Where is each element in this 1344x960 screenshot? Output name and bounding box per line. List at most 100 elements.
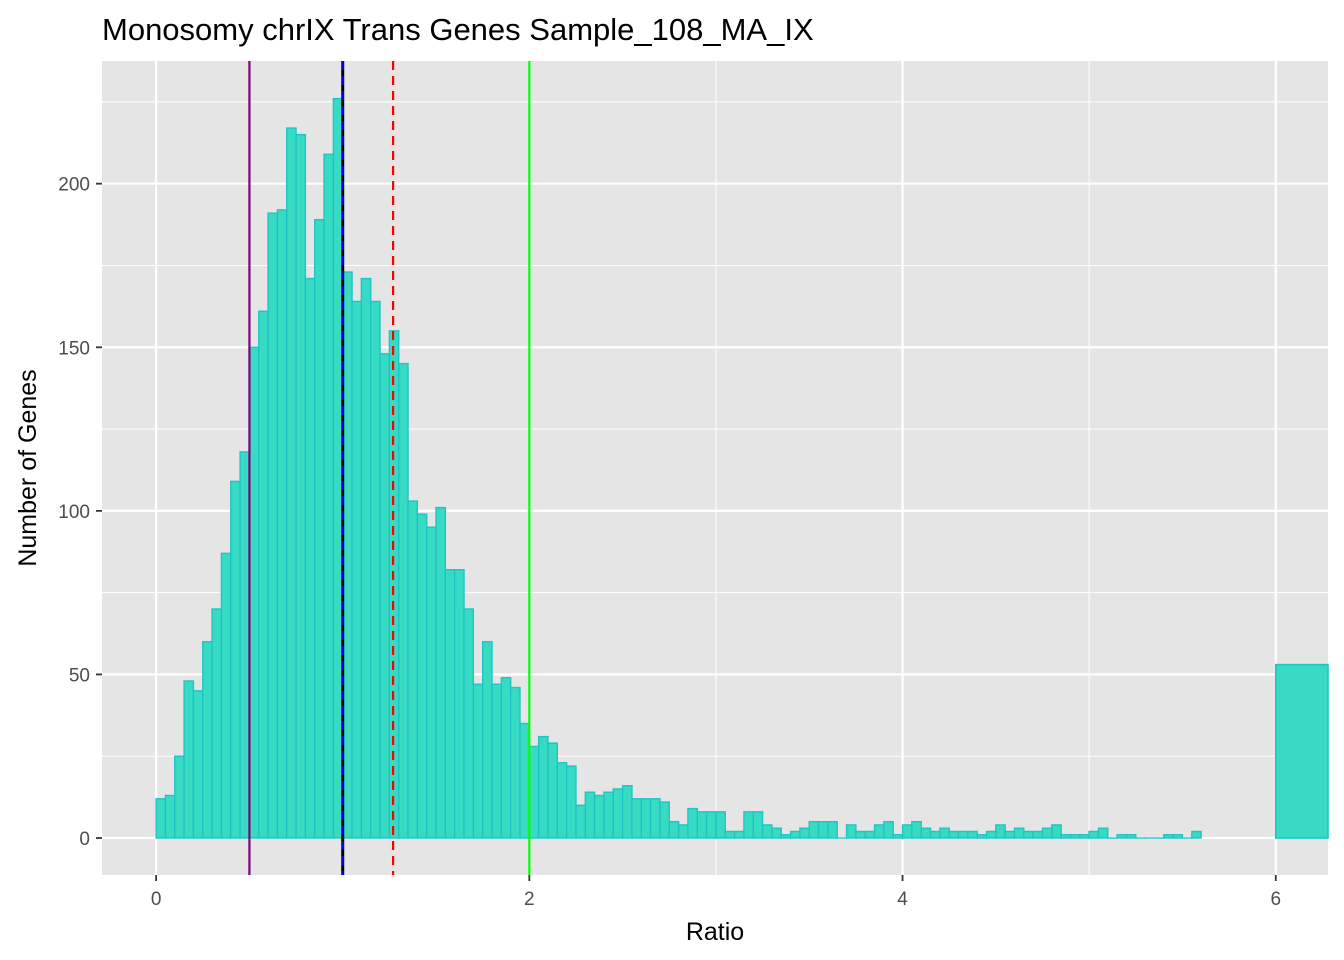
chart-title: Monosomy chrIX Trans Genes Sample_108_MA… bbox=[102, 12, 814, 47]
histogram-bar bbox=[817, 820, 829, 839]
histogram-bar bbox=[1013, 827, 1025, 839]
histogram-bar bbox=[724, 830, 736, 839]
histogram-bar bbox=[687, 807, 698, 839]
histogram-bar bbox=[360, 277, 372, 839]
histogram-bar bbox=[1116, 834, 1128, 839]
histogram-bar bbox=[239, 451, 251, 839]
histogram-bars bbox=[155, 97, 1329, 839]
histogram-bar bbox=[192, 690, 204, 839]
histogram-bar bbox=[1023, 830, 1034, 839]
histogram-bar bbox=[1060, 834, 1072, 839]
histogram-bar bbox=[995, 824, 1006, 839]
histogram-bar bbox=[500, 677, 512, 839]
histogram-bar bbox=[295, 133, 307, 839]
y-axis-ticks: 0 50 100 150 200 bbox=[58, 175, 102, 850]
histogram-bar bbox=[640, 798, 652, 839]
histogram-bar bbox=[267, 212, 279, 839]
histogram-bar bbox=[416, 513, 428, 839]
histogram-bar bbox=[183, 680, 195, 839]
histogram-bar bbox=[1097, 827, 1109, 839]
histogram-bar bbox=[1088, 830, 1100, 839]
histogram-bar bbox=[677, 824, 689, 839]
histogram-bar bbox=[164, 794, 176, 839]
histogram-bar bbox=[743, 811, 754, 839]
histogram-bar bbox=[1172, 834, 1184, 839]
histogram-bar bbox=[220, 552, 232, 839]
x-axis-title: Ratio bbox=[686, 918, 744, 946]
y-tick-label: 100 bbox=[58, 502, 90, 523]
x-tick-label: 4 bbox=[897, 889, 908, 910]
histogram-bar bbox=[584, 791, 596, 839]
histogram-bar bbox=[304, 277, 316, 839]
histogram-bar bbox=[286, 127, 297, 839]
y-tick-label: 50 bbox=[69, 665, 90, 686]
histogram-bar bbox=[920, 827, 932, 839]
histogram-bar bbox=[202, 641, 213, 839]
histogram-bar bbox=[593, 794, 605, 839]
y-axis-title: Number of Genes bbox=[14, 369, 42, 566]
overflow-bar bbox=[1274, 663, 1329, 839]
histogram-bar bbox=[519, 722, 531, 839]
histogram-bar bbox=[323, 153, 335, 839]
x-tick-label: 2 bbox=[524, 889, 535, 910]
histogram-bar bbox=[873, 824, 885, 839]
y-tick-label: 150 bbox=[58, 338, 90, 359]
histogram-bar bbox=[547, 742, 559, 839]
histogram-bar bbox=[715, 811, 726, 839]
histogram-bar bbox=[1191, 830, 1202, 839]
histogram-bar bbox=[174, 755, 185, 839]
histogram-bar bbox=[379, 353, 391, 839]
histogram-bar bbox=[948, 830, 960, 839]
histogram-bar bbox=[752, 811, 764, 839]
histogram-bar bbox=[398, 362, 409, 839]
reference-lines bbox=[248, 61, 531, 875]
histogram-bar bbox=[509, 686, 521, 839]
histogram-bar bbox=[808, 820, 820, 839]
histogram-bar bbox=[845, 824, 857, 839]
histogram-bar bbox=[649, 798, 661, 839]
x-axis-ticks: 0 2 4 6 bbox=[151, 875, 1281, 910]
histogram-bar bbox=[1051, 824, 1062, 839]
histogram-bar bbox=[351, 300, 363, 839]
histogram-bar bbox=[248, 346, 260, 839]
histogram-bar bbox=[491, 683, 503, 839]
histogram-bar bbox=[985, 830, 997, 839]
y-tick-label: 200 bbox=[58, 175, 90, 196]
histogram-bar bbox=[911, 820, 922, 839]
histogram-bar bbox=[1125, 834, 1137, 839]
histogram-bar bbox=[444, 569, 456, 839]
histogram-bar bbox=[314, 218, 325, 839]
histogram-bar bbox=[855, 830, 866, 839]
x-tick-label: 6 bbox=[1270, 889, 1281, 910]
histogram-bar bbox=[435, 506, 447, 839]
histogram-bar bbox=[659, 801, 670, 839]
histogram-bar bbox=[1032, 830, 1044, 839]
histogram-bar bbox=[612, 788, 624, 839]
histogram-bar bbox=[575, 804, 587, 839]
histogram-bar bbox=[621, 784, 633, 839]
histogram-bar bbox=[276, 209, 288, 839]
histogram-bar bbox=[939, 827, 950, 839]
histogram-bar bbox=[1069, 834, 1081, 839]
histogram-bar bbox=[705, 811, 717, 839]
histogram-bar bbox=[668, 820, 680, 839]
histogram-bar bbox=[827, 820, 838, 839]
histogram-bar bbox=[230, 480, 241, 839]
histogram-bar bbox=[967, 830, 978, 839]
histogram-bar bbox=[453, 569, 465, 839]
histogram-bar bbox=[761, 824, 773, 839]
histogram-bar bbox=[799, 827, 810, 839]
histogram-bar bbox=[733, 830, 745, 839]
histogram-bar bbox=[696, 811, 708, 839]
histogram-bar bbox=[370, 300, 381, 839]
histogram-bar bbox=[537, 735, 549, 839]
histogram-bar bbox=[481, 641, 493, 839]
histogram-bar bbox=[892, 834, 904, 839]
histogram-bar bbox=[463, 608, 475, 839]
histogram-bar bbox=[528, 745, 540, 839]
histogram-bar bbox=[631, 798, 642, 839]
histogram-bar bbox=[883, 820, 894, 839]
histogram-bar bbox=[929, 830, 941, 839]
histogram-bar bbox=[155, 798, 167, 839]
